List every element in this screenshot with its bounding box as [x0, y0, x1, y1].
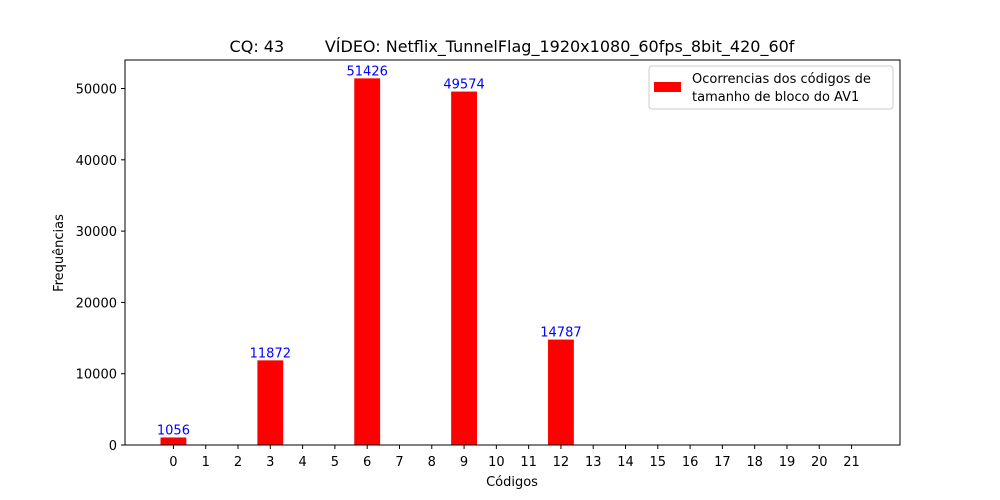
chart-title: CQ: 43 VÍDEO: Netflix_TunnelFlag_1920x10…: [230, 37, 795, 57]
legend-swatch: [654, 82, 681, 92]
y-tick-label-20000: 20000: [76, 296, 117, 311]
x-tick-label-14: 14: [617, 455, 634, 470]
legend-entry-line-2: tamanho de bloco do AV1: [692, 90, 859, 105]
x-tick-label-19: 19: [779, 455, 796, 470]
x-tick-label-13: 13: [585, 455, 602, 470]
y-tick-label-0: 0: [109, 439, 117, 454]
bar-9: [451, 91, 477, 446]
x-tick-label-6: 6: [363, 455, 371, 470]
data-label-12: 14787: [540, 326, 581, 341]
x-tick-label-0: 0: [169, 455, 177, 470]
y-tick-label-50000: 50000: [76, 83, 117, 98]
data-label-0: 1056: [157, 423, 190, 438]
y-axis-label: Frequências: [52, 214, 67, 292]
x-tick-label-4: 4: [298, 455, 306, 470]
x-tick-label-3: 3: [266, 455, 274, 470]
data-label-6: 51426: [347, 64, 388, 79]
plot-frame: [124, 59, 901, 446]
x-tick-label-15: 15: [650, 455, 667, 470]
x-tick-label-16: 16: [682, 455, 699, 470]
legend-entry-line-1: Ocorrencias dos códigos de: [692, 72, 871, 87]
bar-6: [354, 78, 381, 445]
x-tick-label-10: 10: [488, 455, 505, 470]
x-tick-label-2: 2: [234, 455, 242, 470]
y-tick-label-10000: 10000: [76, 368, 117, 383]
x-tick-label-1: 1: [202, 455, 210, 470]
x-tick-label-20: 20: [811, 455, 828, 470]
x-tick-label-7: 7: [395, 455, 403, 470]
x-tick-label-17: 17: [714, 455, 731, 470]
x-axis-ticks: 0 1 2 3 4 5 6 7 8 9 10 11 12 13 14 15 16 17 18 19 20 21: [169, 445, 860, 470]
x-tick-label-8: 8: [428, 455, 436, 470]
data-label-9: 49574: [443, 78, 484, 93]
data-labels-layer: 1056 11872 51426 49574 14787: [157, 64, 582, 438]
legend-box: [648, 65, 894, 110]
y-tick-label-40000: 40000: [76, 154, 117, 169]
bar-0: [160, 437, 187, 445]
x-tick-label-11: 11: [520, 455, 537, 470]
bar-12: [548, 339, 574, 445]
x-tick-label-5: 5: [331, 455, 339, 470]
bar-3: [257, 360, 284, 445]
x-tick-label-12: 12: [553, 455, 570, 470]
y-tick-label-30000: 30000: [76, 225, 117, 240]
x-tick-label-18: 18: [746, 455, 763, 470]
data-label-3: 11872: [250, 346, 291, 361]
x-axis-label: Códigos: [486, 475, 538, 490]
bars-layer: [160, 78, 574, 446]
x-tick-label-21: 21: [843, 455, 860, 470]
legend: Ocorrencias dos códigos de tamanho de bl…: [648, 65, 894, 110]
y-axis-ticks: 0 10000 20000 30000 40000 50000: [76, 83, 125, 454]
x-tick-label-9: 9: [460, 455, 468, 470]
